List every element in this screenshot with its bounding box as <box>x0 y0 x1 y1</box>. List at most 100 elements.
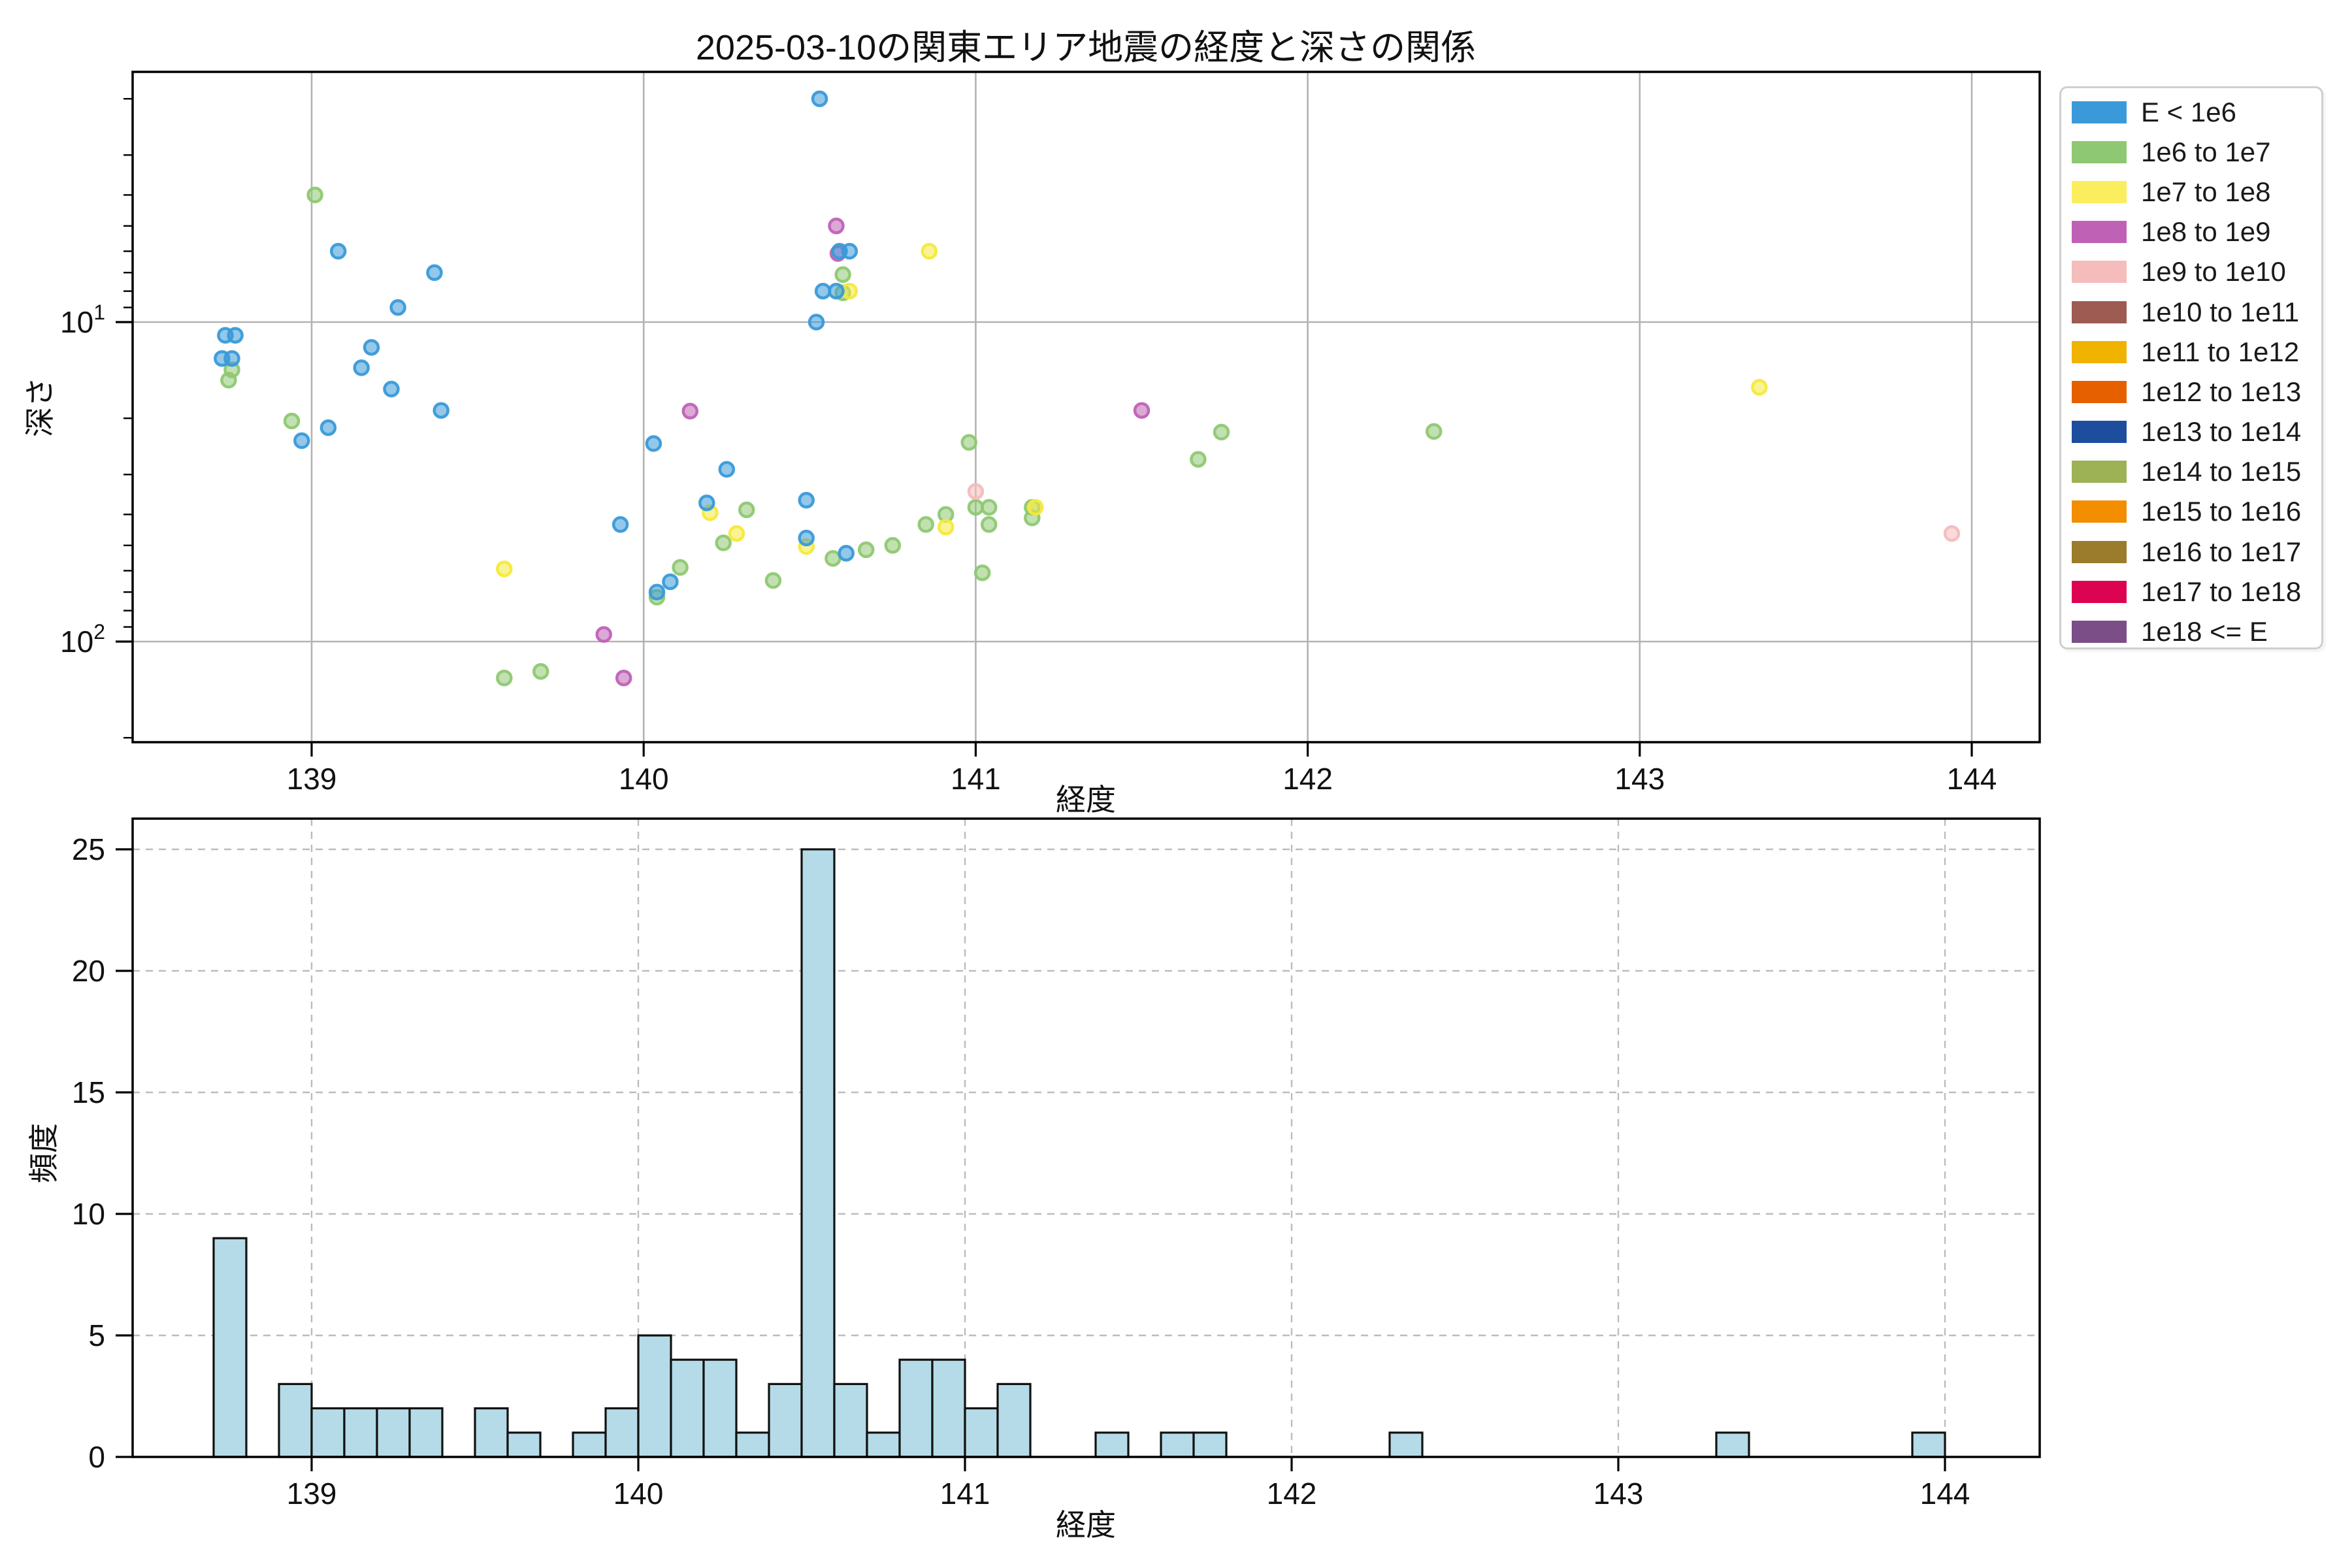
legend-swatch <box>2072 380 2127 403</box>
legend-item: 1e12 to 1e13 <box>2072 372 2321 412</box>
hist-x-tick-label: 143 <box>1593 1477 1644 1511</box>
legend-label: 1e17 to 1e18 <box>2141 576 2302 607</box>
scatter-point <box>319 419 337 436</box>
scatter-point <box>838 545 855 562</box>
scatter-point <box>353 359 370 376</box>
legend-swatch <box>2072 180 2127 203</box>
scatter-xlabel: 経度 <box>1056 783 1116 817</box>
hist-bar <box>506 1431 542 1458</box>
legend-item: 1e9 to 1e10 <box>2072 252 2321 292</box>
legend-label: 1e12 to 1e13 <box>2141 376 2302 407</box>
scatter-point <box>389 299 406 316</box>
scatter-y-tick-label: 102 <box>60 620 105 659</box>
legend-item: 1e10 to 1e11 <box>2072 292 2321 332</box>
legend-item: 1e16 to 1e17 <box>2072 532 2321 572</box>
legend-swatch <box>2072 540 2127 563</box>
hist-bar <box>376 1407 411 1458</box>
hist-xlabel: 経度 <box>1056 1508 1116 1542</box>
scatter-point <box>426 264 443 282</box>
scatter-point <box>834 266 851 284</box>
hist-bar <box>702 1358 738 1458</box>
legend-label: 1e18 <= E <box>2141 616 2268 647</box>
scatter-point <box>764 572 782 589</box>
scatter-point <box>960 434 977 451</box>
hist-bar <box>964 1407 999 1458</box>
hist-bar <box>833 1382 868 1458</box>
scatter-point <box>662 573 679 591</box>
scatter-point <box>980 498 998 516</box>
scatter-point <box>1213 423 1230 441</box>
legend-item: 1e17 to 1e18 <box>2072 572 2321 612</box>
scatter-point <box>811 90 828 107</box>
hist-bar <box>343 1407 378 1458</box>
scatter-point <box>884 537 902 554</box>
legend-item: 1e7 to 1e8 <box>2072 172 2321 212</box>
legend-swatch <box>2072 500 2127 523</box>
scatter-point <box>681 402 699 420</box>
legend-item: 1e15 to 1e16 <box>2072 492 2321 532</box>
scatter-point <box>227 327 244 344</box>
legend-swatch <box>2072 301 2127 323</box>
scatter-point <box>937 518 955 536</box>
scatter-x-tick-label: 140 <box>619 762 669 796</box>
scatter-point <box>293 432 310 449</box>
legend-label: 1e13 to 1e14 <box>2141 416 2302 448</box>
legend-item: 1e14 to 1e15 <box>2072 452 2321 492</box>
hist-y-tick-label: 0 <box>88 1440 105 1474</box>
scatter-y-tick-label: 101 <box>60 301 105 339</box>
hist-x-tick-label: 142 <box>1267 1477 1317 1511</box>
scatter-x-tick-label: 142 <box>1282 762 1333 796</box>
hist-spines <box>131 817 2041 1458</box>
hist-y-tick-label: 15 <box>72 1075 105 1109</box>
legend-label: 1e7 to 1e8 <box>2141 176 2271 207</box>
scatter-point <box>738 501 755 519</box>
hist-bar <box>670 1358 705 1458</box>
hist-bar <box>1192 1431 1228 1458</box>
scatter-point <box>645 435 662 452</box>
legend-swatch <box>2072 101 2127 123</box>
hist-bar <box>1094 1431 1130 1458</box>
legend-box: E < 1e6 1e6 to 1e7 1e7 to 1e8 1e8 to 1e9 1e9… <box>2059 86 2323 649</box>
hist-bar <box>898 1358 934 1458</box>
scatter-point <box>921 242 938 260</box>
scatter-point <box>718 461 736 478</box>
scatter-point <box>329 242 347 260</box>
scatter-point <box>980 516 998 533</box>
chart-title: 2025-03-10の関東エリア地震の経度と深さの関係 <box>695 28 1477 67</box>
scatter-point <box>595 626 612 643</box>
scatter-point <box>728 525 745 542</box>
scatter-point <box>648 583 666 601</box>
hist-bar <box>1911 1431 1946 1458</box>
scatter-point <box>1027 498 1044 516</box>
scatter-point <box>798 529 815 547</box>
hist-x-tick-label: 140 <box>613 1477 664 1511</box>
scatter-point <box>857 541 875 559</box>
scatter-point <box>496 560 513 578</box>
scatter-point <box>223 350 240 367</box>
hist-bar <box>278 1382 313 1458</box>
scatter-point <box>615 669 632 687</box>
legend-swatch <box>2072 621 2127 644</box>
hist-y-tick-label: 5 <box>88 1318 105 1352</box>
legend-item: 1e6 to 1e7 <box>2072 132 2321 172</box>
hist-y-tick-label: 10 <box>72 1197 105 1231</box>
legend-item: 1e8 to 1e9 <box>2072 212 2321 252</box>
scatter-point <box>1751 379 1768 396</box>
scatter-point <box>1133 402 1151 419</box>
scatter-point <box>306 186 323 204</box>
legend-swatch <box>2072 461 2127 483</box>
scatter-point <box>808 314 825 331</box>
hist-bar <box>800 848 836 1458</box>
scatter-point <box>841 242 858 260</box>
hist-bar <box>866 1431 901 1458</box>
hist-bar <box>1160 1431 1195 1458</box>
hist-bar <box>604 1407 640 1458</box>
scatter-x-tick-label: 144 <box>1947 762 1997 796</box>
legend-label: 1e9 to 1e10 <box>2141 256 2286 287</box>
legend-swatch <box>2072 261 2127 284</box>
legend-item: 1e18 <= E <box>2072 612 2321 651</box>
scatter-point <box>496 669 513 687</box>
scatter-point <box>828 282 845 300</box>
